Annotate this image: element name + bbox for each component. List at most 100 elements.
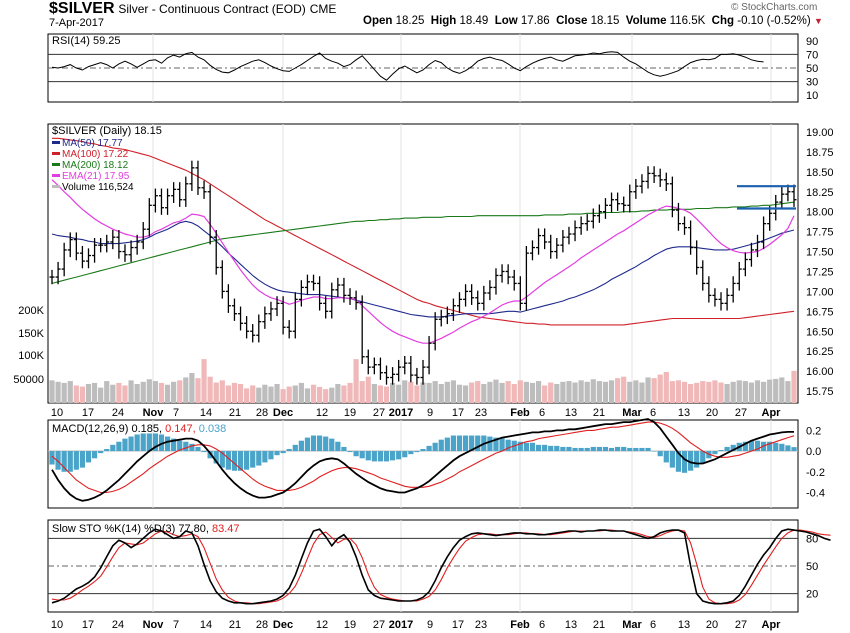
macd-histogram-bar [754, 440, 761, 452]
volume-bar [560, 381, 566, 403]
chart-date: 7-Apr-2017 [49, 17, 105, 29]
x-axis-top-tick-label: 21 [593, 407, 605, 419]
x-axis-top-tick-label: 21 [229, 407, 241, 419]
volume-bar [663, 371, 669, 403]
ohlc-bar [736, 261, 742, 291]
ticker-exchange: CME [309, 2, 337, 16]
ohlc-bar [280, 296, 286, 335]
ohlc-bar [785, 184, 791, 202]
close-label: Close [556, 15, 588, 27]
ohlc-bar [219, 260, 225, 299]
x-axis-top-tick-label: 24 [112, 407, 124, 419]
volume-bar [511, 384, 517, 403]
volume-bar [61, 382, 67, 403]
volume-bar [219, 380, 225, 403]
ohlc-bar [748, 242, 754, 267]
macd-histogram-bar [359, 451, 365, 459]
volume-bar [785, 381, 791, 403]
ohlc-bar [596, 204, 602, 223]
macd-histogram-bar [67, 451, 73, 472]
ohlc-bar [365, 349, 371, 375]
ohlc-bar [529, 240, 535, 261]
x-axis-top-tick-label: 17 [82, 407, 94, 419]
macd-line [51, 418, 794, 502]
x-axis-bottom-tick-label: Dec [273, 619, 293, 631]
x-axis-bottom-tick-label: 17 [82, 619, 94, 631]
macd-histogram-bar [523, 442, 529, 452]
macd-histogram-bar [578, 447, 584, 452]
volume-bar [414, 385, 420, 403]
macd-histogram-bar [554, 445, 560, 452]
ohlc-bar [663, 172, 669, 191]
ohlc-bar [183, 176, 189, 207]
volume-bar [347, 382, 353, 403]
volume-bar [767, 379, 773, 403]
macd-y-tick: -0.2 [806, 467, 825, 479]
macd-histogram-bar [700, 451, 706, 464]
x-axis-top-tick-label: Dec [273, 407, 293, 419]
ema21-line [51, 179, 795, 344]
volume-bar [365, 376, 371, 403]
volume-bar [335, 384, 341, 403]
ohlc-bar [189, 160, 195, 191]
ohlc-bar [311, 274, 317, 291]
x-axis-bottom-tick-label: 6 [539, 619, 545, 631]
ohlc-bar [335, 277, 341, 297]
macd-histogram-bar [475, 435, 481, 452]
volume-bar [773, 378, 779, 403]
ohlc-bar [140, 222, 146, 250]
ohlc-bar [122, 244, 128, 262]
volume-tick-label: 150K [18, 328, 44, 340]
volume-bar [304, 388, 311, 403]
x-axis-bottom-tick-label: 12 [316, 619, 328, 631]
price-y-tick: 16.75 [806, 306, 834, 318]
sto-value: 77.80, [178, 523, 212, 535]
volume-bar [317, 386, 323, 403]
price-y-tick: 17.75 [806, 227, 834, 239]
macd-histogram-bar [627, 447, 633, 452]
macd-histogram-bar [487, 436, 493, 452]
volume-bar [487, 381, 493, 403]
ohlc-bar [408, 355, 414, 383]
volume-bar [718, 382, 724, 403]
price-y-tick: 17.00 [806, 286, 834, 298]
macd-value: 0.038 [199, 423, 227, 435]
ohlc-bar [79, 245, 85, 269]
volume-bar [98, 387, 104, 403]
macd-histogram-bar [371, 451, 377, 462]
ohlc-bar [49, 269, 55, 285]
high-label: High [430, 15, 457, 27]
volume-bar [389, 382, 396, 403]
x-axis-top-tick-label: 6 [539, 407, 545, 419]
volume-bar [171, 381, 177, 403]
x-axis-bottom-tick-label: 13 [565, 619, 577, 631]
macd-histogram-bar [432, 442, 438, 452]
ohlc-bar [505, 264, 511, 285]
macd-histogram-bar [274, 451, 280, 456]
macd-histogram-bar [201, 451, 207, 453]
macd-histogram-bar [608, 447, 615, 452]
volume-bar [456, 384, 463, 403]
volume-bar [469, 382, 475, 403]
macd-histogram-bar [657, 451, 663, 457]
ohlc-bar [55, 261, 61, 285]
macd-histogram-bar [450, 435, 457, 452]
macd-histogram-bar [542, 444, 548, 452]
macd-histogram-bar [329, 438, 335, 452]
volume-bar [231, 382, 238, 403]
volume-bar [237, 384, 244, 403]
volume-bar [402, 380, 408, 403]
volume-bar [493, 379, 499, 403]
volume-bar [529, 382, 536, 403]
ohlc-bar [201, 180, 207, 199]
x-axis-bottom-tick-label: 2017 [389, 619, 413, 631]
ohlc-bar [706, 276, 712, 303]
macd-histogram-bar [548, 445, 554, 452]
macd-histogram-bar [85, 451, 92, 463]
price-y-tick: 16.25 [806, 346, 834, 358]
ohlc-bar [542, 228, 548, 250]
volume-bar [675, 380, 682, 403]
x-axis-top-tick-label: 14 [200, 407, 212, 419]
price-y-tick: 16.50 [806, 326, 834, 338]
macd-signal-line [51, 421, 795, 494]
